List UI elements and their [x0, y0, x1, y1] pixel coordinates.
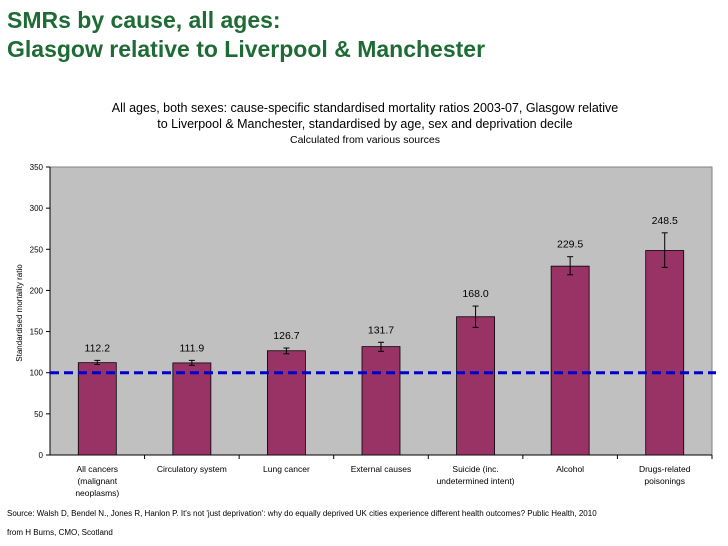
x-tick-label: undetermined intent): [437, 476, 515, 486]
bar: [267, 350, 306, 456]
slide-title-line2: Glasgow relative to Liverpool & Manchest…: [7, 36, 486, 62]
bar: [456, 316, 495, 456]
data-label: 112.2: [85, 342, 111, 354]
slide-title: SMRs by cause, all ages: Glasgow relativ…: [7, 6, 722, 64]
x-tick-label: Lung cancer: [263, 464, 310, 474]
x-tick-label: Suicide (inc.: [452, 464, 498, 474]
chart-title-line2: to Liverpool & Manchester, standardised …: [157, 117, 573, 131]
bar: [172, 362, 212, 456]
y-tick-label: 350: [30, 163, 44, 172]
x-tick-label: All cancers: [76, 464, 118, 474]
data-label: 126.7: [273, 330, 299, 342]
y-tick-label: 50: [34, 410, 43, 419]
x-tick-label: neoplasms): [75, 488, 119, 498]
y-tick-label: 250: [30, 245, 44, 254]
y-tick-label: 100: [30, 369, 44, 378]
y-tick-label: 150: [30, 328, 44, 337]
x-tick-label: Alcohol: [556, 464, 584, 474]
x-tick-label: poisonings: [644, 476, 685, 486]
data-label: 229.5: [557, 239, 583, 251]
x-tick-label: Circulatory system: [157, 464, 227, 474]
bar: [550, 265, 590, 456]
source-note: Source: Walsh D, Bendel N., Jones R, Han…: [7, 509, 597, 518]
bar: [77, 362, 117, 456]
data-label: 131.7: [368, 324, 394, 336]
chart-header: All ages, both sexes: cause-specific sta…: [60, 100, 670, 147]
x-tick-label: External causes: [351, 464, 411, 474]
bar: [645, 250, 685, 456]
bar: [361, 346, 401, 456]
y-tick-label: 0: [39, 451, 44, 460]
data-label: 111.9: [179, 342, 204, 354]
x-tick-label: Drugs-related: [639, 464, 691, 474]
data-label: 248.5: [652, 215, 678, 227]
credit-note: from H Burns, CMO, Scotland: [7, 528, 113, 537]
slide-title-line1: SMRs by cause, all ages:: [7, 7, 281, 33]
chart-title-line1: All ages, both sexes: cause-specific sta…: [111, 101, 619, 115]
data-label: 168.0: [462, 288, 488, 300]
chart-subtitle: Calculated from various sources: [290, 134, 440, 146]
y-tick-label: 200: [30, 286, 44, 295]
y-tick-label: 300: [30, 204, 44, 213]
x-tick-label: (malignant: [77, 476, 117, 486]
